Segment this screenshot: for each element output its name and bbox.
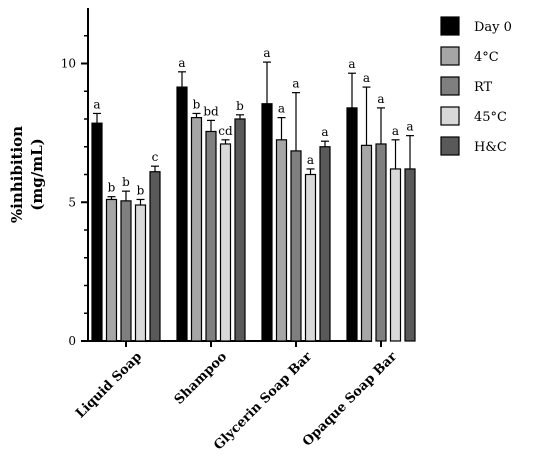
significance-label: cd [218, 124, 233, 138]
significance-label: a [321, 125, 328, 139]
legend: Day 0 4°C RT 45°C H&C [440, 16, 512, 156]
significance-label: b [137, 183, 145, 197]
significance-label: a [392, 124, 399, 138]
category-label: Shampoo [172, 349, 231, 408]
significance-label: a [377, 92, 384, 106]
legend-label: 4°C [474, 50, 499, 65]
significance-label: a [278, 102, 285, 116]
significance-label: a [263, 46, 270, 60]
legend-swatch [440, 106, 460, 126]
bar [134, 204, 147, 342]
significance-label: bd [203, 104, 219, 118]
significance-label: a [93, 97, 100, 111]
category-label: Opaque Soap Bar [300, 349, 400, 449]
bar [219, 143, 232, 342]
y-tick-label: 5 [68, 195, 76, 209]
significance-label: b [193, 97, 201, 111]
legend-swatch [440, 136, 460, 156]
bar [176, 86, 188, 342]
significance-label: a [178, 56, 185, 70]
category-label: Liquid Soap [73, 349, 145, 421]
legend-item: Day 0 [440, 16, 512, 36]
bar [261, 103, 273, 342]
significance-label: a [348, 57, 355, 71]
y-axis-label-line: %inhibition [8, 126, 26, 223]
bar-group: ab bbc [91, 97, 161, 342]
bar [389, 168, 402, 342]
bar [190, 117, 203, 342]
legend-label: RT [474, 80, 493, 95]
legend-item: 4°C [440, 46, 499, 66]
bar [360, 144, 373, 342]
significance-label: a [363, 71, 370, 85]
bar [105, 198, 118, 342]
legend-label: 45°C [474, 110, 507, 125]
y-axis-label: %inhibition (mg/mL) [8, 126, 46, 223]
bar [346, 107, 358, 342]
legend-label: Day 0 [474, 20, 512, 35]
bar [375, 143, 387, 342]
significance-label: a [406, 120, 413, 134]
bar [304, 173, 317, 342]
bar [91, 122, 103, 342]
bar [120, 200, 132, 342]
legend-swatch [440, 16, 460, 36]
significance-label: b [236, 99, 244, 113]
legend-item: H&C [440, 136, 507, 156]
legend-item: RT [440, 76, 493, 96]
significance-label: b [122, 175, 130, 189]
legend-label: H&C [474, 140, 507, 155]
legend-swatch [440, 46, 460, 66]
bar [404, 168, 416, 342]
y-tick-label: 0 [68, 334, 76, 348]
bar [319, 146, 331, 342]
bar [149, 171, 161, 342]
legend-swatch [440, 76, 460, 96]
bar [275, 139, 288, 342]
significance-label: c [152, 150, 159, 164]
y-axis-label-line: (mg/mL) [28, 138, 46, 210]
bar [290, 150, 302, 342]
legend-item: 45°C [440, 106, 507, 126]
bar [205, 130, 217, 342]
category-label: Glycerin Soap Bar [211, 349, 315, 453]
significance-label: b [108, 181, 116, 195]
bar [234, 118, 246, 342]
y-tick-label: 10 [61, 57, 76, 71]
significance-label: a [307, 153, 314, 167]
significance-label: a [292, 77, 299, 91]
